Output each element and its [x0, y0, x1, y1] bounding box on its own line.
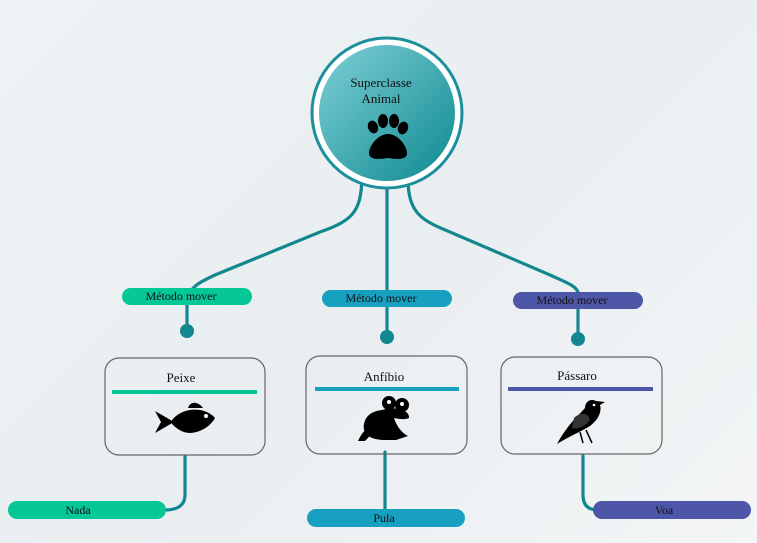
connector-to-passaro: [406, 176, 580, 294]
class-box-passaro: [500, 356, 663, 455]
root-inner-circle: [319, 45, 455, 181]
root-node: [310, 36, 464, 190]
node-dot-peixe: [180, 324, 194, 338]
class-box-anfibio: [305, 355, 468, 455]
action-pill-pula: [307, 509, 465, 527]
bird-icon: [557, 399, 605, 444]
method-label-anfibio: Método mover: [345, 291, 417, 305]
root-title-line1: Superclasse: [350, 75, 412, 90]
method-label-passaro: Método mover: [536, 293, 608, 307]
class-box-peixe: [104, 357, 266, 456]
action-label-nada: Nada: [65, 503, 91, 517]
action-label-pula: Pula: [373, 511, 395, 525]
connector-to-nada: [163, 454, 187, 512]
connector-to-peixe: [188, 170, 364, 294]
connector-lines: [163, 170, 600, 512]
frog-icon: [358, 396, 410, 441]
root-title-line2: Animal: [361, 91, 401, 106]
class-title-passaro: Pássaro: [557, 368, 597, 383]
fish-icon: [155, 402, 215, 433]
paw-icon: [367, 114, 409, 159]
node-dot-anfibio: [380, 330, 394, 344]
class-title-anfibio: Anfíbio: [363, 369, 405, 384]
method-pill-passaro: [513, 292, 643, 309]
root-title: Superclasse Animal: [330, 75, 432, 107]
method-label-peixe: Método mover: [145, 289, 217, 303]
node-dot-passaro: [571, 332, 585, 346]
action-pill-voa: [593, 501, 751, 519]
method-pill-peixe: [122, 288, 252, 305]
class-title-peixe: Peixe: [166, 370, 196, 385]
method-pill-anfibio: [322, 290, 452, 307]
action-pill-nada: [8, 501, 166, 519]
action-label-voa: Voa: [654, 503, 674, 517]
